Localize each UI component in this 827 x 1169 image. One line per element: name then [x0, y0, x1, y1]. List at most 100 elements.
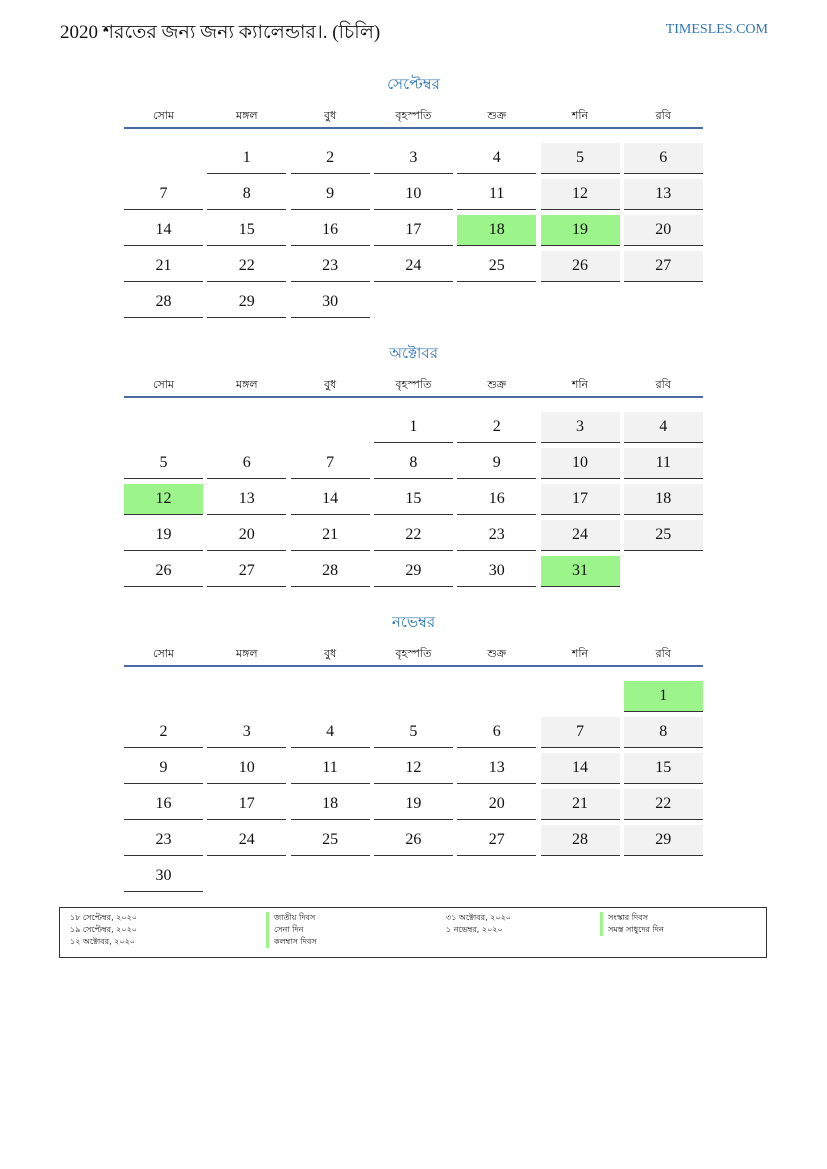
day-cell[interactable]: 6 [457, 717, 537, 748]
weekday-header: রবি [655, 378, 671, 391]
day-cell[interactable]: 1 [373, 412, 453, 443]
day-cell[interactable]: 9 [457, 448, 537, 479]
day-cell[interactable]: 9 [124, 753, 203, 784]
day-cell[interactable]: 4 [623, 412, 703, 443]
day-cell[interactable]: 22 [623, 789, 703, 820]
day-cell[interactable]: 30 [457, 556, 537, 587]
day-cell[interactable]: 17 [207, 789, 287, 820]
day-cell[interactable]: 2 [457, 412, 537, 443]
day-cell[interactable]: 16 [124, 789, 203, 820]
day-cell[interactable]: 12 [373, 753, 453, 784]
day-cell[interactable]: 20 [457, 789, 537, 820]
day-cell[interactable]: 10 [207, 753, 287, 784]
day-cell[interactable]: 5 [124, 448, 203, 479]
day-cell[interactable]: 15 [207, 215, 287, 246]
day-cell[interactable]: 30 [124, 861, 203, 892]
site-link[interactable]: TIMESLES.COM [665, 22, 768, 37]
day-cell[interactable]: 7 [290, 448, 370, 479]
day-cell[interactable]: 6 [207, 448, 287, 479]
day-cell[interactable]: 26 [540, 251, 620, 282]
day-cell[interactable]: 2 [124, 717, 203, 748]
day-cell[interactable]: 25 [457, 251, 537, 282]
day-cell[interactable]: 3 [373, 143, 453, 174]
day-cell[interactable]: 3 [540, 412, 620, 443]
day-cell[interactable]: 18 [623, 484, 703, 515]
day-cell[interactable]: 14 [124, 215, 203, 246]
day-cell[interactable]: 10 [373, 179, 453, 210]
day-cell[interactable]: 10 [540, 448, 620, 479]
weekday-header: শনি [571, 109, 589, 122]
weekday-header: রবি [655, 647, 671, 660]
day-cell[interactable]: 22 [207, 251, 287, 282]
day-cell[interactable]: 6 [623, 143, 703, 174]
day-cell[interactable]: 11 [290, 753, 370, 784]
day-cell[interactable]: 27 [623, 251, 703, 282]
day-cell[interactable]: 8 [373, 448, 453, 479]
day-cell[interactable]: 8 [623, 717, 703, 748]
day-cell[interactable]: 18 [290, 789, 370, 820]
day-cell[interactable]: 15 [623, 753, 703, 784]
day-cell[interactable]: 22 [373, 520, 453, 551]
day-cell[interactable]: 15 [373, 484, 453, 515]
day-cell[interactable]: 25 [290, 825, 370, 856]
day-cell[interactable]: 30 [290, 287, 370, 318]
day-cell[interactable]: 29 [207, 287, 287, 318]
day-cell[interactable]: 14 [540, 753, 620, 784]
day-cell[interactable]: 21 [124, 251, 203, 282]
day-cell[interactable]: 17 [373, 215, 453, 246]
day-cell[interactable]: 9 [290, 179, 370, 210]
day-cell[interactable]: 12 [540, 179, 620, 210]
day-cell[interactable]: 24 [207, 825, 287, 856]
day-cell[interactable]: 27 [207, 556, 287, 587]
day-cell[interactable]: 19 [540, 215, 620, 246]
day-cell[interactable]: 8 [207, 179, 287, 210]
day-cell[interactable]: 21 [290, 520, 370, 551]
day-cell[interactable]: 18 [457, 215, 537, 246]
day-cell[interactable]: 4 [290, 717, 370, 748]
day-cell[interactable]: 19 [373, 789, 453, 820]
day-cell[interactable]: 21 [540, 789, 620, 820]
day-cell[interactable]: 28 [290, 556, 370, 587]
day-cell[interactable]: 7 [540, 717, 620, 748]
day-cell[interactable]: 13 [623, 179, 703, 210]
day-cell[interactable]: 7 [124, 179, 203, 210]
day-cell[interactable]: 11 [623, 448, 703, 479]
day-cell[interactable]: 28 [124, 287, 203, 318]
day-cell[interactable]: 3 [207, 717, 287, 748]
weekday-header: বৃহস্পতি [395, 378, 432, 391]
day-cell[interactable]: 25 [623, 520, 703, 551]
day-cell[interactable]: 5 [540, 143, 620, 174]
day-cell[interactable]: 27 [457, 825, 537, 856]
day-cell[interactable]: 24 [373, 251, 453, 282]
day-cell[interactable]: 20 [207, 520, 287, 551]
day-cell[interactable]: 23 [457, 520, 537, 551]
day-cell[interactable]: 24 [540, 520, 620, 551]
day-cell[interactable]: 4 [457, 143, 537, 174]
day-cell[interactable]: 29 [623, 825, 703, 856]
day-cell[interactable]: 16 [457, 484, 537, 515]
legend-date: ৩১ অক্টোবর, ২০২০ [446, 913, 511, 922]
day-cell[interactable]: 23 [290, 251, 370, 282]
day-cell[interactable]: 2 [290, 143, 370, 174]
day-cell[interactable]: 14 [290, 484, 370, 515]
day-cell[interactable]: 16 [290, 215, 370, 246]
day-cell[interactable]: 1 [207, 143, 287, 174]
day-cell[interactable]: 23 [124, 825, 203, 856]
day-cell[interactable]: 1 [623, 681, 703, 712]
day-cell[interactable]: 13 [207, 484, 287, 515]
weekday-header: মঙ্গল [235, 378, 258, 391]
day-cell[interactable]: 11 [457, 179, 537, 210]
day-cell[interactable]: 26 [373, 825, 453, 856]
day-cell[interactable]: 29 [373, 556, 453, 587]
day-cell[interactable]: 20 [623, 215, 703, 246]
day-cell[interactable]: 5 [373, 717, 453, 748]
day-cell[interactable]: 17 [540, 484, 620, 515]
day-cell[interactable]: 13 [457, 753, 537, 784]
day-cell[interactable]: 31 [540, 556, 620, 587]
day-cell[interactable]: 26 [124, 556, 203, 587]
day-cell[interactable]: 12 [124, 484, 203, 515]
day-cell[interactable]: 28 [540, 825, 620, 856]
day-cell[interactable]: 19 [124, 520, 203, 551]
legend-holiday-name: কলম্বাস দিবস [266, 936, 317, 948]
